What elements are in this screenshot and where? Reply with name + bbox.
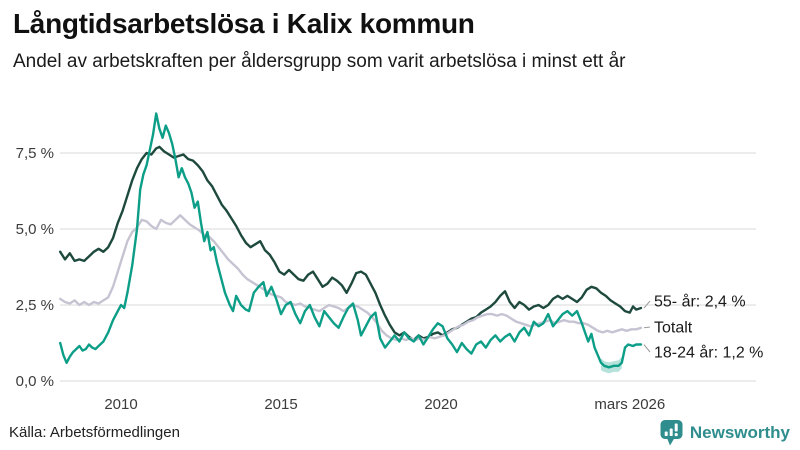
label-connector	[643, 344, 651, 353]
y-tick-label: 7,5 %	[16, 145, 54, 162]
newsworthy-bubble-chart-icon	[660, 420, 683, 446]
chart-header: Långtidsarbetslösa i Kalix kommun Andel …	[13, 6, 790, 74]
series-end-label: 55- år: 2,4 %	[654, 293, 746, 311]
x-tick-label: 2020	[424, 396, 457, 413]
x-tick-label: 2010	[104, 396, 137, 413]
confidence-band	[601, 356, 622, 374]
series-line-18-24-r	[59, 112, 643, 369]
label-connector	[643, 326, 651, 329]
page-title: Långtidsarbetslösa i Kalix kommun	[13, 8, 475, 39]
series-end-label: Totalt	[654, 320, 693, 337]
newsworthy-logo: Newsworthy	[659, 419, 790, 446]
series-line-totalt	[59, 214, 643, 342]
y-tick-label: 0,0 %	[16, 373, 54, 390]
x-tick-label: 2015	[264, 396, 297, 413]
x-tick-label: mars 2026	[594, 396, 665, 413]
page-subtitle: Andel av arbetskraften per åldersgrupp s…	[13, 51, 626, 72]
source-caption: Källa: Arbetsförmedlingen	[9, 424, 180, 441]
y-tick-label: 5,0 %	[16, 221, 54, 238]
newsworthy-wordmark: Newsworthy	[689, 422, 790, 442]
y-tick-label: 2,5 %	[16, 297, 54, 314]
series-line-55-r	[59, 145, 643, 342]
label-connector	[643, 300, 651, 309]
series-end-label: 18-24 år: 1,2 %	[654, 344, 763, 362]
